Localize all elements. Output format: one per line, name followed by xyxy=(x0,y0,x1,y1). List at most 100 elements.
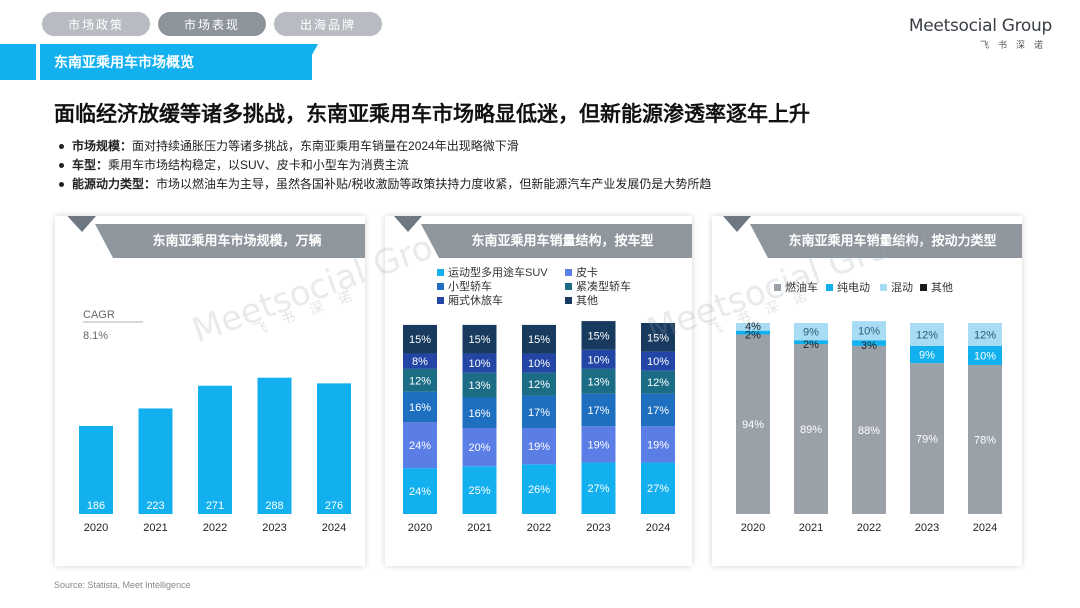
bar-segment xyxy=(522,372,556,396)
bar-segment xyxy=(462,353,497,373)
legend-label: 皮卡 xyxy=(576,267,598,279)
cagr-value: 8.1% xyxy=(83,330,108,342)
bar-segment xyxy=(522,353,556,373)
bullet-text: 乘用车市场结构稳定，以SUV、皮卡和小型车为消费主流 xyxy=(108,158,409,172)
data-label: 8% xyxy=(412,356,428,368)
company-logo: Meetsocial Group 飞书深诺 xyxy=(909,16,1052,51)
section-header: 东南亚乘用车市场概览 xyxy=(0,44,318,80)
legend-item: 运动型多用途车SUV xyxy=(437,264,548,280)
data-label: 9% xyxy=(919,350,935,362)
data-label: 15% xyxy=(468,334,490,346)
x-tick-label: 2023 xyxy=(915,522,939,534)
x-tick-label: 2023 xyxy=(586,522,610,534)
bar-segment xyxy=(462,397,497,429)
data-label: 10% xyxy=(974,350,996,362)
bar-segment xyxy=(736,330,770,335)
data-label: 186 xyxy=(87,500,105,512)
x-tick-label: 2020 xyxy=(741,522,765,534)
data-label: 24% xyxy=(409,486,431,498)
legend-item: 紧凑型轿车 xyxy=(565,278,631,294)
data-label: 10% xyxy=(647,356,669,368)
legend-swatch xyxy=(565,268,572,276)
legend-label: 运动型多用途车SUV xyxy=(448,267,548,279)
x-tick-label: 2021 xyxy=(799,522,823,534)
page-headline: 面临经济放缓等诸多挑战，东南亚乘用车市场略显低迷，但新能源渗透率逐年上升 xyxy=(54,103,810,126)
data-label: 17% xyxy=(528,407,550,419)
bar-segment xyxy=(641,393,675,427)
bar-segment xyxy=(403,368,437,392)
data-label: 271 xyxy=(206,500,224,512)
tab-market-performance[interactable]: 市场表现 xyxy=(158,12,266,36)
data-label: 79% xyxy=(916,434,938,446)
legend-swatch xyxy=(565,296,572,304)
bar xyxy=(317,383,351,514)
data-label: 19% xyxy=(528,441,550,453)
data-label: 276 xyxy=(325,500,343,512)
bullet-text: 面对持续通胀压力等诸多挑战，东南亚乘用车销量在2024年出现略微下滑 xyxy=(132,139,519,153)
data-label: 25% xyxy=(468,485,490,497)
chart-title: 东南亚乘用车市场规模，万辆 xyxy=(152,233,322,248)
bar-segment xyxy=(641,323,675,352)
powertrain-stacked-chart: 94%2%4%202089%2%9%202188%3%10%202279%9%1… xyxy=(736,321,1002,534)
data-label: 2% xyxy=(803,339,819,351)
bar-segment xyxy=(794,340,828,345)
bar-segment xyxy=(736,334,770,514)
chart-title: 东南亚乘用车销量结构，按车型 xyxy=(471,233,654,248)
panel-title-band xyxy=(394,216,692,258)
bar xyxy=(138,408,173,514)
chart-title: 东南亚乘用车销量结构，按动力类型 xyxy=(788,233,997,248)
legend-item: 小型轿车 xyxy=(437,278,492,294)
x-tick-label: 2021 xyxy=(467,522,491,534)
source-note: Source: Statista, Meet Intelligence xyxy=(54,580,191,590)
bar-segment xyxy=(462,324,497,354)
data-label: 10% xyxy=(528,358,550,370)
bar-segment xyxy=(403,353,437,369)
bullet-term: 能源动力类型： xyxy=(72,177,157,191)
bar-segment xyxy=(968,365,1002,514)
tab-market-policy[interactable]: 市场政策 xyxy=(42,12,150,36)
bullet-list: 市场规模：面对持续通胀压力等诸多挑战，东南亚乘用车销量在2024年出现略微下滑 … xyxy=(58,137,712,194)
data-label: 288 xyxy=(265,500,283,512)
bar-segment xyxy=(852,321,886,341)
data-label: 15% xyxy=(409,334,431,346)
tab-overseas-brands[interactable]: 出海品牌 xyxy=(274,12,382,36)
panel-title-band xyxy=(67,216,365,258)
bullet-text: 市场以燃油车为主导，虽然各国补贴/税收激励等政策扶持力度收紧，但新能源汽车产业发… xyxy=(156,177,712,191)
data-label: 4% xyxy=(745,321,761,333)
data-label: 94% xyxy=(742,419,764,431)
data-label: 16% xyxy=(468,408,490,420)
legend-item: 厢式休旅车 xyxy=(437,292,503,308)
bar xyxy=(198,385,232,514)
data-label: 15% xyxy=(528,334,550,346)
bullet-term: 车型： xyxy=(72,158,109,172)
data-label: 88% xyxy=(858,425,880,437)
legend-swatch xyxy=(437,296,444,304)
x-tick-label: 2022 xyxy=(857,522,881,534)
chart-panel-market-size: 东南亚乘用车市场规模，万辆 CAGR 8.1% 186 2020 223 2021 271 2… xyxy=(55,216,365,566)
bar-segment xyxy=(910,345,944,364)
section-header-shape xyxy=(0,44,318,80)
legend-swatch xyxy=(437,268,444,276)
chart-panel-by-vehicle-type: 东南亚乘用车销量结构，按车型 运动型多用途车SUV 皮卡小型轿车 紧凑型轿车厢式休旅… xyxy=(385,216,692,566)
bar-segment xyxy=(736,323,770,331)
bar-segment xyxy=(522,324,556,354)
data-label: 24% xyxy=(409,440,431,452)
legend-label: 厢式休旅车 xyxy=(448,295,503,307)
x-tick-label: 2022 xyxy=(203,522,227,534)
data-label: 12% xyxy=(409,375,431,387)
data-label: 89% xyxy=(800,424,822,436)
legend-label: 其他 xyxy=(931,282,953,294)
legend-item: 其他 xyxy=(920,279,953,295)
bar-segment xyxy=(403,391,437,423)
bar-segment xyxy=(852,345,886,514)
bar-segment xyxy=(462,466,497,514)
bar xyxy=(79,425,113,514)
x-tick-label: 2022 xyxy=(527,522,551,534)
data-label: 17% xyxy=(587,405,609,417)
x-tick-label: 2021 xyxy=(143,522,167,534)
cagr-label: CAGR xyxy=(83,309,115,321)
data-label: 20% xyxy=(468,442,490,454)
data-label: 10% xyxy=(587,354,609,366)
bar-segment xyxy=(462,428,497,467)
data-label: 2% xyxy=(745,330,761,342)
